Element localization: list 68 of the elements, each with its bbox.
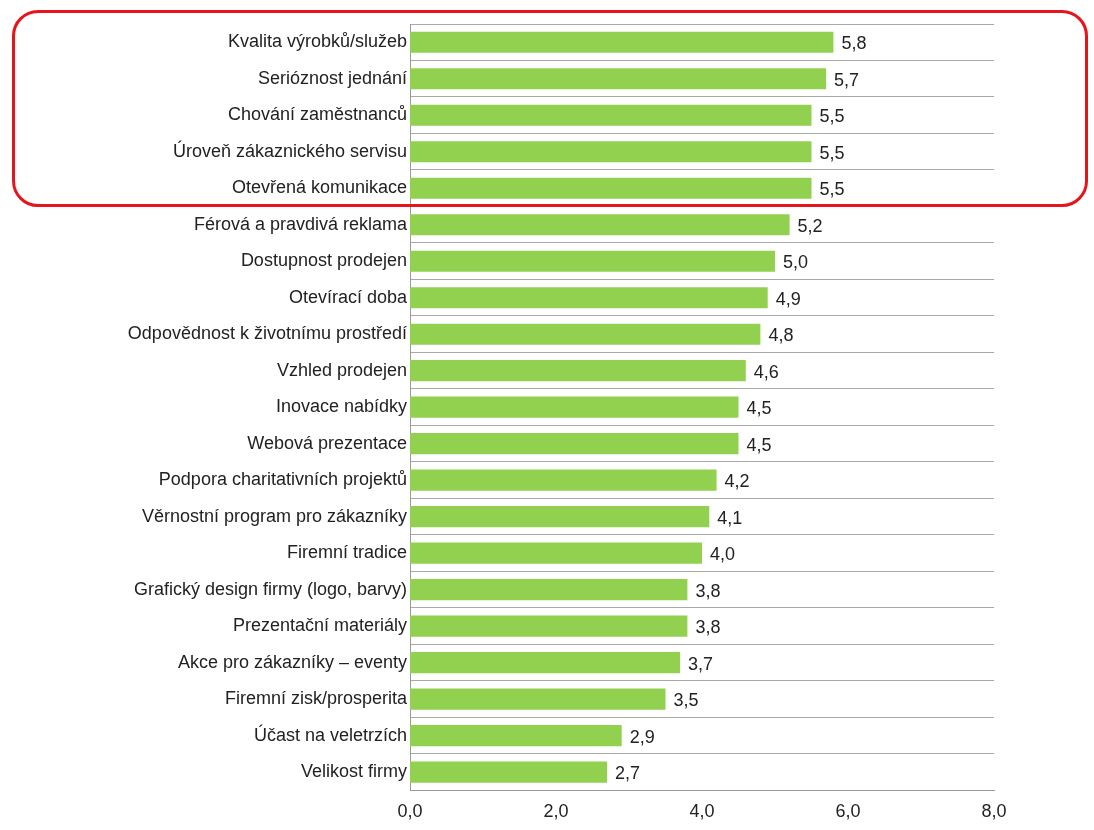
data-label: 4,8 (768, 325, 794, 346)
bar (410, 141, 812, 163)
data-label: 3,5 (673, 690, 699, 711)
data-label: 5,7 (834, 69, 860, 90)
bar (410, 360, 746, 382)
y-tick-label: Odpovědnost k životnímu prostředí (127, 323, 407, 344)
bar (410, 579, 688, 601)
bar (410, 761, 608, 783)
x-tick-label: 8,0 (981, 801, 1007, 822)
y-tick-label: Férová a pravdivá reklama (193, 213, 408, 234)
data-label: 3,8 (695, 617, 721, 638)
y-tick-label: Podpora charitativních projektů (158, 469, 407, 490)
x-tick-label: 2,0 (543, 801, 569, 822)
data-label: 5,8 (841, 33, 867, 54)
data-label: 4,0 (710, 544, 736, 565)
y-tick-label: Firemní zisk/prosperita (224, 688, 408, 709)
bar (410, 68, 827, 90)
bar (410, 725, 622, 747)
bar (410, 688, 666, 710)
data-label: 4,5 (746, 434, 772, 455)
data-label: 3,8 (695, 580, 721, 601)
data-label: 4,5 (746, 398, 772, 419)
bar (410, 31, 834, 53)
y-tick-label: Úroveň zákaznického servisu (172, 139, 407, 161)
data-label: 4,1 (717, 507, 743, 528)
data-label: 4,9 (775, 288, 801, 309)
x-tick-label: 0,0 (397, 801, 423, 822)
bar (410, 250, 775, 272)
y-tick-label: Dostupnost prodejen (240, 250, 407, 271)
bar (410, 506, 710, 528)
y-tick-label: Prezentační materiály (232, 615, 407, 636)
x-tick-label: 4,0 (689, 801, 715, 822)
bar (410, 177, 812, 199)
y-tick-label: Akce pro zákazníky – eventy (177, 651, 407, 672)
bar (410, 433, 739, 455)
bar (410, 396, 739, 418)
data-label: 5,2 (797, 215, 823, 236)
y-tick-label: Serióznost jednání (257, 67, 407, 88)
bar (410, 104, 812, 126)
x-tick-label: 6,0 (835, 801, 861, 822)
bar (410, 469, 717, 491)
y-tick-label: Firemní tradice (286, 542, 407, 563)
bar (410, 542, 702, 564)
data-label: 2,9 (629, 726, 655, 747)
y-tick-label: Kvalita výrobků/služeb (227, 31, 407, 52)
data-label: 5,5 (819, 106, 845, 127)
data-label: 4,2 (724, 471, 750, 492)
y-tick-label: Webová prezentace (247, 432, 407, 453)
y-tick-label: Věrnostní program pro zákazníky (141, 505, 407, 526)
bar (410, 652, 681, 674)
data-label: 4,6 (753, 361, 779, 382)
bar (410, 287, 768, 309)
data-label: 3,7 (688, 653, 714, 674)
y-tick-label: Vzhled prodejen (276, 359, 407, 380)
y-tick-label: Účast na veletrzích (253, 723, 407, 745)
y-tick-label: Inovace nabídky (275, 396, 407, 417)
bar (410, 323, 761, 345)
bar (410, 615, 688, 637)
y-tick-label: Velikost firmy (300, 761, 407, 782)
y-tick-label: Chování zaměstnanců (227, 104, 407, 125)
y-tick-label: Otevřená komunikace (231, 177, 407, 198)
data-label: 5,5 (819, 179, 845, 200)
y-tick-label: Otevírací doba (288, 286, 408, 307)
data-label: 5,5 (819, 142, 845, 163)
data-label: 2,7 (615, 763, 641, 784)
bar (410, 214, 790, 236)
y-tick-label: Grafický design firmy (logo, barvy) (133, 578, 407, 599)
data-label: 5,0 (783, 252, 809, 273)
